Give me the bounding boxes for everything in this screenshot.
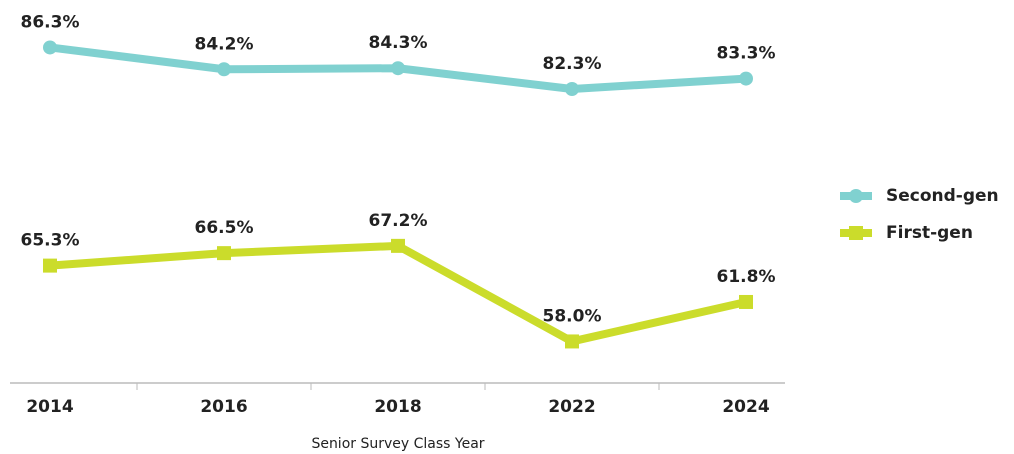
data-label: 58.0% — [543, 306, 602, 326]
x-axis-title: Senior Survey Class Year — [311, 436, 484, 452]
point — [565, 81, 579, 96]
point — [391, 238, 405, 253]
point — [217, 246, 231, 261]
point — [43, 258, 57, 273]
series-line — [49, 241, 747, 346]
data-label: 82.3% — [543, 54, 602, 74]
point — [391, 61, 405, 76]
legend-marker — [849, 189, 863, 203]
data-label: 67.2% — [369, 211, 428, 231]
data-label: 84.2% — [195, 34, 254, 54]
point — [217, 62, 231, 77]
x-tick-label: 2014 — [26, 397, 73, 417]
point — [565, 334, 579, 349]
data-label: 61.8% — [717, 267, 776, 287]
point — [43, 40, 57, 55]
x-tick-label: 2022 — [548, 397, 595, 417]
legend-label: First-gen — [886, 223, 973, 243]
data-label: 65.3% — [21, 231, 80, 251]
x-tick-label: 2024 — [722, 397, 769, 417]
x-tick-label: 2018 — [374, 397, 421, 417]
data-label: 83.3% — [717, 44, 776, 64]
legend-label: Second-gen — [886, 186, 999, 206]
point — [739, 71, 753, 86]
x-tick-label: 2016 — [200, 397, 247, 417]
legend-marker — [849, 226, 863, 240]
data-label: 86.3% — [21, 12, 80, 32]
data-label: 84.3% — [369, 33, 428, 53]
point — [739, 294, 753, 309]
data-label: 66.5% — [195, 218, 254, 238]
